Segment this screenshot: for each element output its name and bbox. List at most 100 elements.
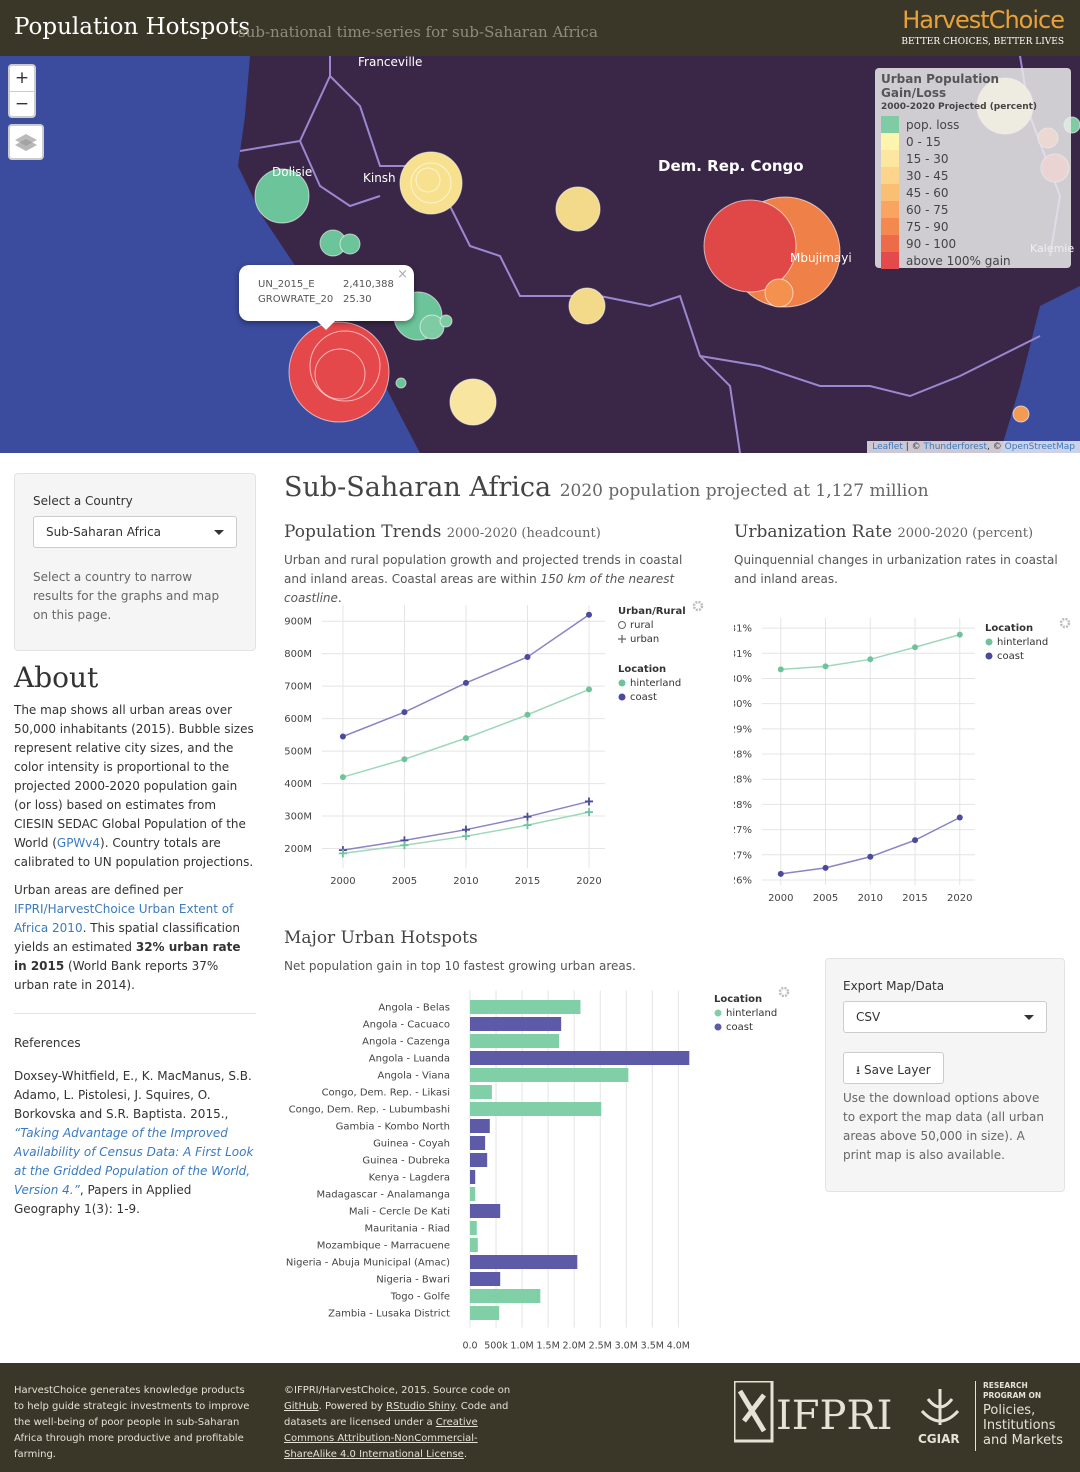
ifpri-logo[interactable]: IFPRI (776, 1393, 893, 1439)
attribution-link[interactable]: Leaflet (872, 442, 903, 452)
legend-swatch (881, 201, 899, 218)
legend-swatch (881, 167, 899, 184)
legend-item: 30 - 45 (881, 167, 1065, 184)
link[interactable]: GPWv4 (56, 836, 101, 850)
legend-symbol (714, 1023, 722, 1031)
place-label: Kinsh (363, 171, 396, 185)
point (461, 832, 470, 841)
main-title: Sub-Saharan Africa 2020 population proje… (284, 472, 929, 503)
legend-symbol (985, 652, 993, 660)
text: 150 km of the nearest coastline (284, 572, 675, 605)
save-button[interactable]: ⭳ Save Layer (843, 1052, 944, 1084)
x-tick-label: 2015 (902, 893, 927, 904)
legend-items: pop. loss 0 - 15 15 - 30 30 - 45 45 - 60 60 -… (881, 116, 1065, 269)
legend-symbol (618, 635, 626, 643)
attribution-link[interactable]: Thunderforest (923, 442, 988, 452)
y-tick-label: Madagascar - Analamanga (316, 1190, 450, 1201)
legend-label: urban (630, 634, 659, 645)
point (585, 797, 594, 806)
x-tick-label: 2020 (576, 876, 601, 887)
zoom-in[interactable]: + (10, 66, 34, 92)
x-tick-label: 2000 (768, 893, 793, 904)
y-tick-label: Angola - Viana (377, 1071, 450, 1082)
button-label: Save Layer (864, 1063, 931, 1077)
link[interactable]: “Taking Advantage of the Improved Availa… (14, 1126, 254, 1197)
point (956, 814, 963, 821)
legend-symbol (714, 1009, 722, 1017)
region-subtitle: 2020 population projected at 1,127 milli… (559, 481, 929, 501)
y-tick-label: 600M (284, 714, 312, 725)
section-title: Major Urban Hotspots (284, 928, 478, 948)
point (523, 821, 532, 830)
chart-description: Quinquennial changes in urbanization rat… (734, 553, 1058, 586)
popup: × UN_2015_E 2,410,388 GROWRATE_20 25.30 (239, 265, 414, 330)
link[interactable]: RStudio Shiny (386, 1401, 455, 1412)
link[interactable]: Creative Commons Attribution-NonCommerci… (284, 1417, 478, 1460)
popup-key: UN_2015_E (258, 279, 315, 290)
zoom-out[interactable]: − (14, 94, 30, 114)
link[interactable]: IFPRI/HarvestChoice Urban Extent of Afri… (14, 902, 234, 935)
logo[interactable]: HarvestChoice (902, 6, 1065, 34)
map[interactable]: Franceville Dolisie Kinsh Dem. Rep. Cong… (0, 56, 1080, 453)
map-legend: Urban Population Gain/Loss 2000-2020 Pro… (875, 68, 1071, 269)
bar (470, 1221, 477, 1235)
text: Urban areas are defined per (14, 883, 184, 897)
x-tick-label: 2.5M (589, 1341, 612, 1352)
legend-item: above 100% gain (881, 252, 1065, 269)
legend-label: 60 - 75 (906, 202, 949, 217)
x-tick-label: 0.0 (462, 1341, 477, 1352)
place-label: Mbujimayi (790, 251, 852, 265)
y-tick-label: 700M (284, 682, 312, 693)
about-paragraph: Urban areas are defined per IFPRI/Harves… (14, 881, 256, 995)
legend-label: 0 - 15 (906, 134, 941, 149)
point (822, 663, 829, 670)
y-tick-label: 800M (284, 649, 312, 660)
text: (World Bank reports 37% urban rate in 20… (14, 959, 219, 992)
bar (470, 1204, 501, 1218)
footer: HarvestChoice generates knowledge produc… (0, 1363, 1080, 1472)
legend-item: 15 - 30 (881, 150, 1065, 167)
y-tick-label: 27% (734, 850, 752, 861)
x-tick-label: 3.0M (615, 1341, 638, 1352)
bar (470, 1136, 486, 1150)
about: About The map shows all urban areas over… (14, 664, 256, 1219)
attribution-link[interactable]: OpenStreetMap (1004, 442, 1075, 452)
settings-icon (692, 600, 704, 612)
x-tick-label: 2010 (453, 876, 478, 887)
y-tick-label: 28% (734, 800, 752, 811)
text: . Code and datasets are licensed under a (284, 1401, 509, 1428)
text: ©IFPRI/HarvestChoice, 2015. Source code … (284, 1385, 511, 1396)
format-select[interactable]: CSV (843, 1001, 1047, 1033)
point (524, 711, 531, 718)
attribution-text: , © (987, 442, 1005, 452)
legend-label: 75 - 90 (906, 219, 949, 234)
point (912, 837, 919, 844)
country-panel: Select a Country Sub-Saharan Africa Sele… (14, 473, 256, 651)
legend-item: 45 - 60 (881, 184, 1065, 201)
y-tick-label: 31% (734, 649, 752, 660)
export-text: Use the download options above to export… (843, 1091, 1045, 1162)
region-title: Sub-Saharan Africa (284, 472, 552, 503)
popup-close[interactable]: × (397, 267, 408, 282)
point (867, 656, 874, 663)
link[interactable]: GitHub (284, 1401, 319, 1412)
layers-control[interactable] (8, 124, 44, 160)
point (912, 644, 919, 651)
select-label: Select a Country (33, 494, 133, 508)
country-select[interactable]: Sub-Saharan Africa (33, 516, 237, 548)
header: Population Hotspots sub-national time-se… (0, 0, 1080, 56)
point (462, 679, 469, 686)
popup-tip (317, 321, 335, 330)
y-tick-label: Mozambique - Marracuene (317, 1241, 450, 1252)
legend-label: coast (997, 651, 1024, 662)
legend-label: 90 - 100 (906, 236, 957, 251)
map-canvas: Franceville Dolisie Kinsh Dem. Rep. Cong… (0, 56, 1080, 453)
section-title: Urbanization Rate 2000-2020 (percent) (734, 522, 1033, 542)
cgiar-logo: CGIAR (918, 1432, 960, 1446)
program-label: RESEARCH PROGRAM ON (983, 1381, 1042, 1400)
legend-label: coast (630, 692, 657, 703)
legend-swatch (881, 218, 899, 235)
text: . (463, 1449, 467, 1460)
text: ). Country totals are calibrated to UN p… (14, 836, 254, 869)
